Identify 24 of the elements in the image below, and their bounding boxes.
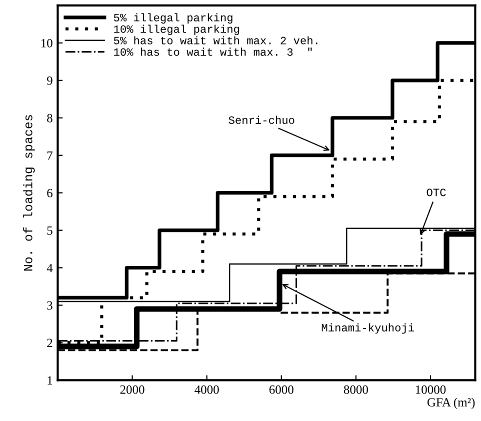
y-tick-label: 7 <box>47 152 52 160</box>
y-tick-label: 8 <box>47 114 52 122</box>
x-tick-label: 8000 <box>344 385 368 394</box>
y-tick-label: 9 <box>47 76 52 85</box>
y-tick-label: 5 <box>47 226 52 235</box>
y-axis-title: No. of loading spaces <box>23 115 35 271</box>
annotation: Minami-kyuhoji <box>322 323 414 334</box>
legend-label: 10% illegal parking <box>114 24 240 36</box>
y-tick-label: 2 <box>47 338 52 348</box>
legend-label: 5% illegal parking <box>114 13 232 24</box>
annotation: OTC <box>426 188 446 196</box>
y-tick-label: 4 <box>46 264 53 272</box>
y-tick-label: 3 <box>47 301 52 310</box>
x-tick-label: 10000 <box>416 385 446 394</box>
legend-label: 10% has to wait with max. 3 " <box>114 48 312 56</box>
x-tick-label: 6000 <box>269 385 294 394</box>
y-tick-label: 10 <box>41 38 52 48</box>
legend-label: 5% has to wait with max. 2 veh. <box>114 36 318 44</box>
x-axis-title: GFA (m²) <box>427 398 475 410</box>
x-tick-label: 2000 <box>120 385 144 394</box>
x-tick-label: 4000 <box>194 385 219 394</box>
annotation: Senri-chuo <box>228 116 294 124</box>
y-tick-label: 6 <box>47 188 52 198</box>
y-tick-label: 1 <box>48 376 52 384</box>
